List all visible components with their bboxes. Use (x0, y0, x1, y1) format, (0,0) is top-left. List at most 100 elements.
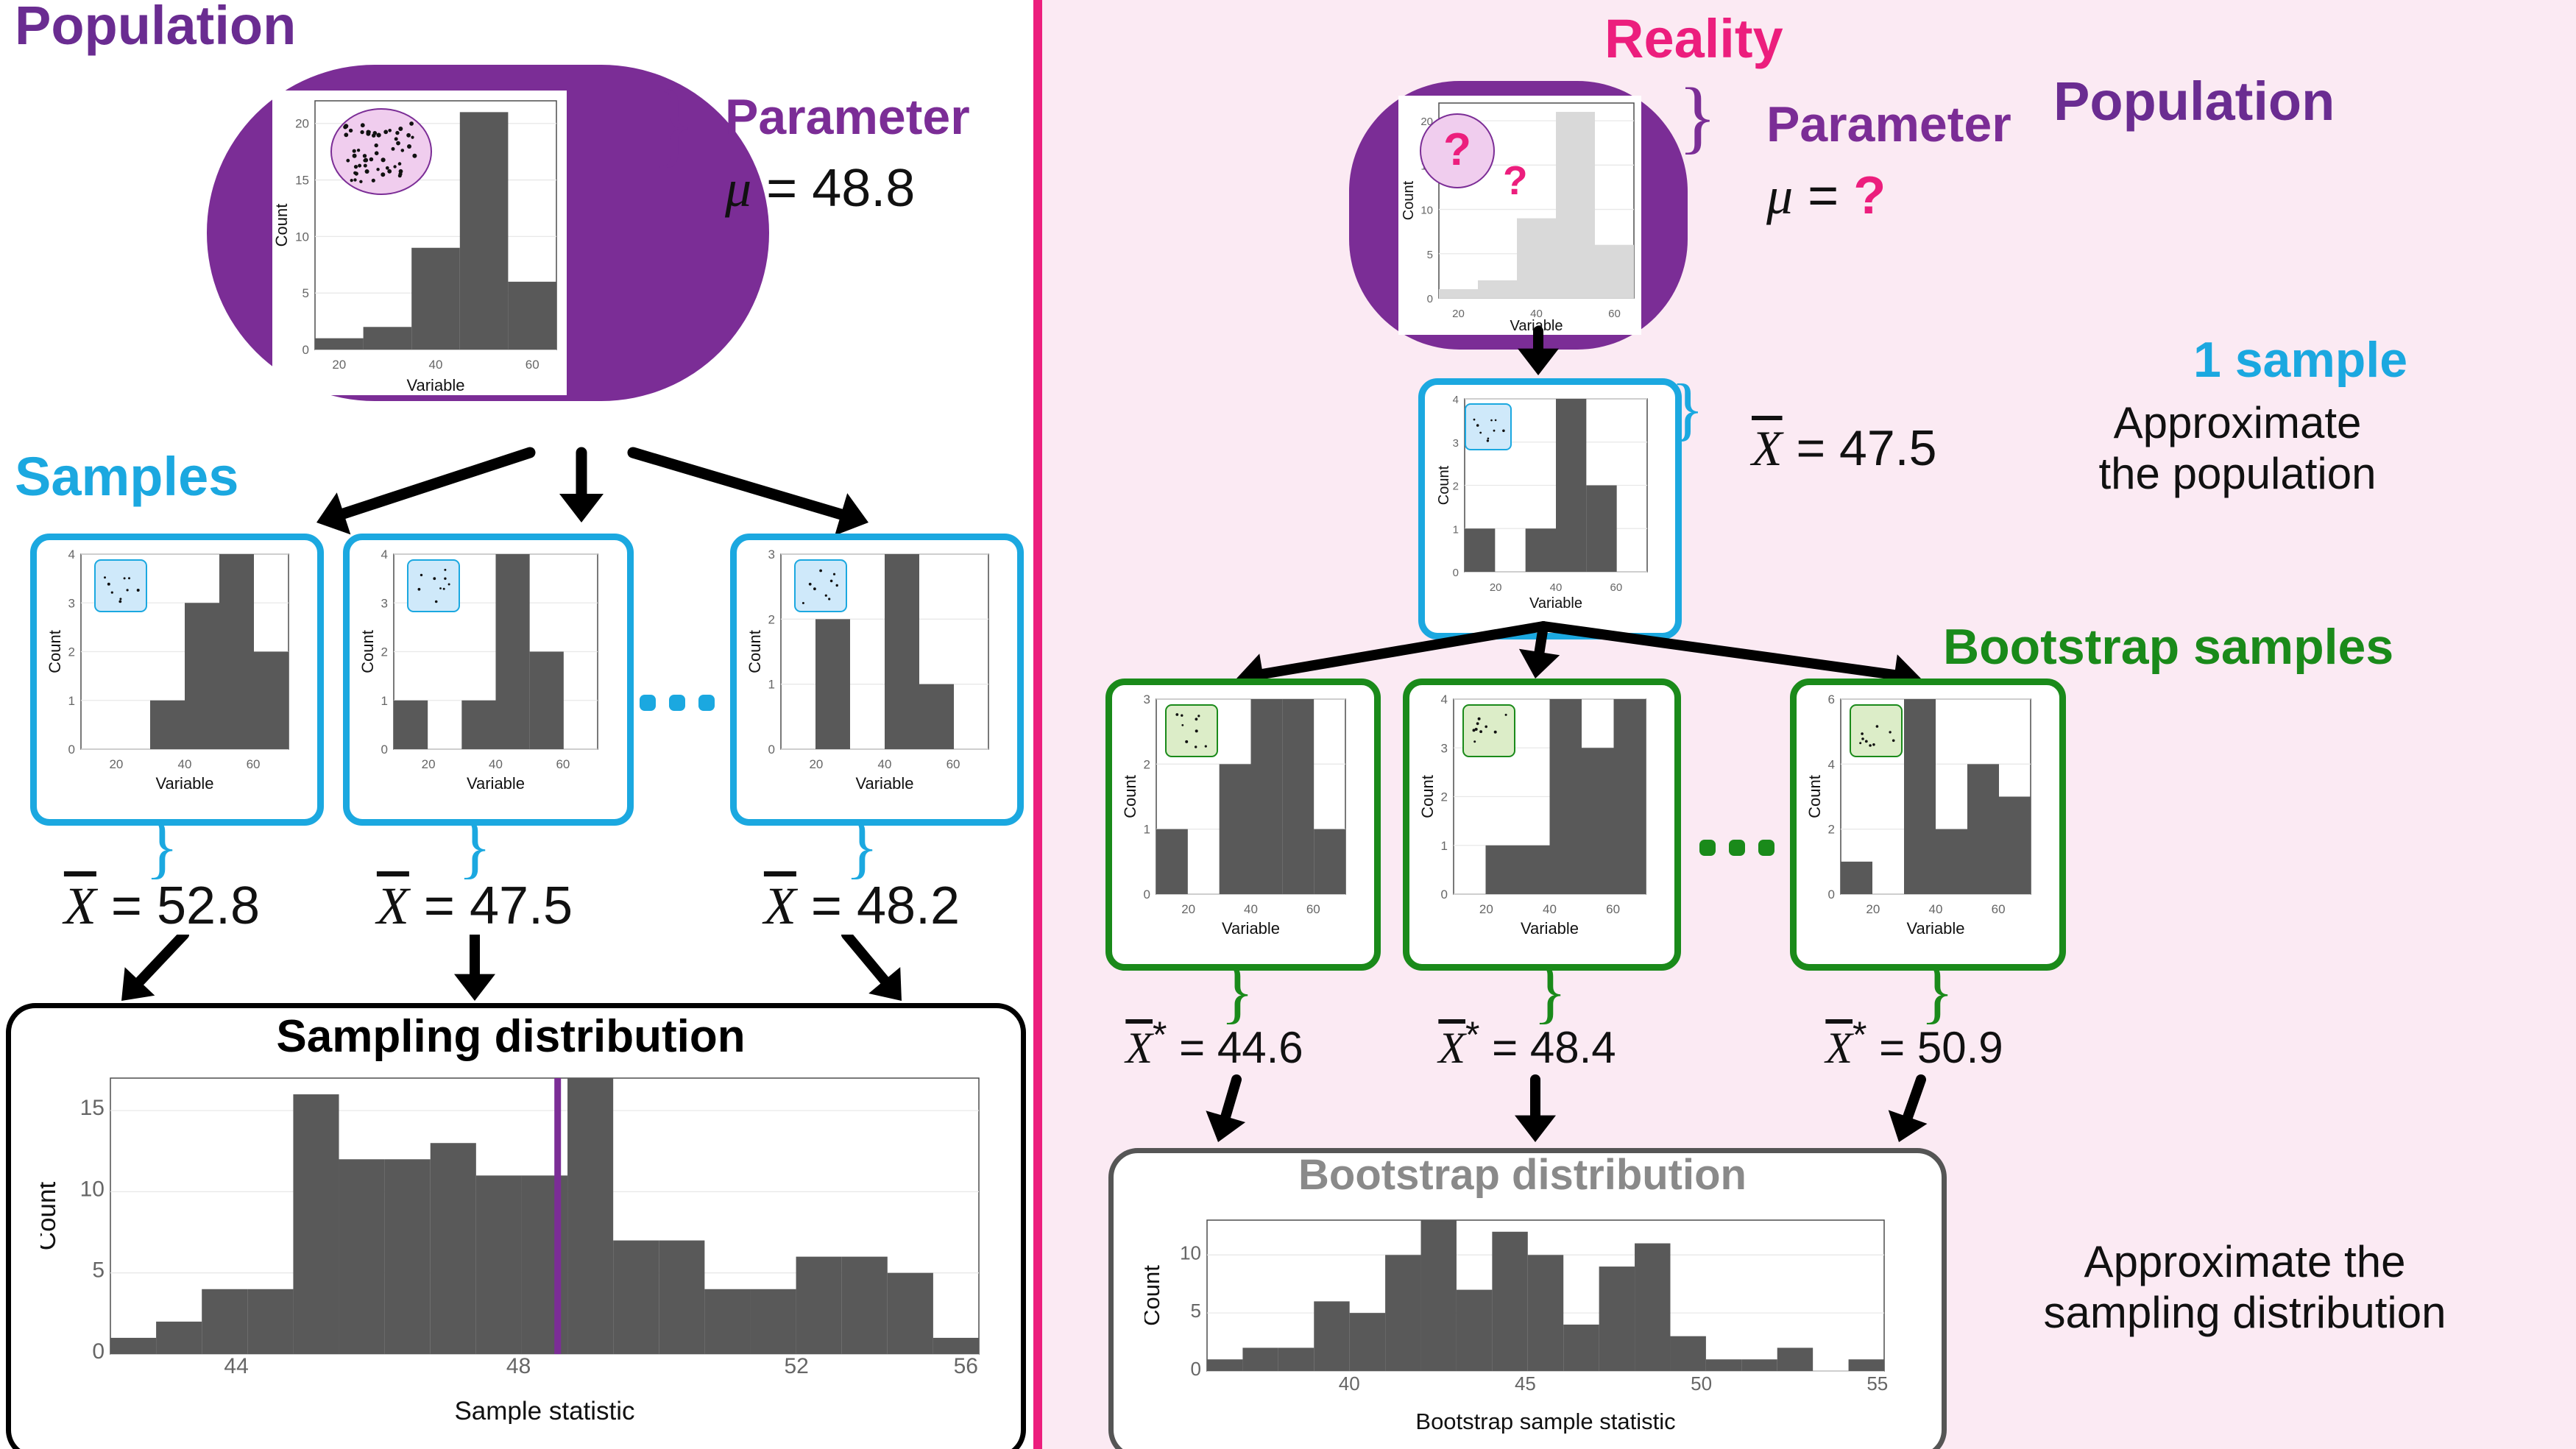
svg-text:2: 2 (381, 645, 388, 659)
svg-text:20: 20 (1866, 902, 1880, 916)
svg-text:1: 1 (1441, 839, 1448, 853)
svg-text:60: 60 (1608, 308, 1621, 320)
svg-text:40: 40 (1929, 902, 1943, 916)
svg-text:20: 20 (109, 757, 123, 771)
svg-text:3: 3 (1144, 692, 1150, 706)
svg-text:4: 4 (1441, 692, 1448, 706)
svg-text:0: 0 (302, 343, 309, 357)
svg-text:Count: Count (1805, 775, 1824, 818)
svg-text:0: 0 (1828, 888, 1835, 901)
svg-text:Count: Count (746, 630, 764, 673)
svg-text:2: 2 (1453, 481, 1459, 493)
svg-text:0: 0 (1144, 888, 1150, 901)
svg-text:2: 2 (1828, 823, 1835, 837)
svg-text:60: 60 (946, 757, 960, 771)
svg-text:1: 1 (1144, 823, 1150, 837)
svg-text:0: 0 (1191, 1358, 1201, 1380)
svg-text:2: 2 (1144, 757, 1150, 771)
svg-text:3: 3 (768, 548, 775, 561)
svg-text:Variable: Variable (1529, 595, 1582, 612)
svg-text:15: 15 (295, 174, 309, 188)
svg-text:Bootstrap sample statistic: Bootstrap sample statistic (1415, 1409, 1675, 1434)
svg-text:0: 0 (1453, 567, 1459, 579)
svg-text:Count: Count (1401, 180, 1417, 220)
svg-text:52: 52 (785, 1354, 809, 1378)
svg-text:1: 1 (381, 694, 388, 708)
svg-text:44: 44 (224, 1354, 248, 1378)
svg-text:40: 40 (1543, 902, 1557, 916)
svg-text:4: 4 (1453, 394, 1459, 406)
svg-text:Count: Count (1144, 1265, 1164, 1326)
svg-text:Count: Count (272, 204, 291, 247)
svg-text:2: 2 (1441, 790, 1448, 804)
svg-text:40: 40 (429, 358, 443, 372)
svg-text:60: 60 (1606, 902, 1620, 916)
svg-text:0: 0 (768, 743, 775, 757)
svg-text:Variable: Variable (855, 774, 913, 793)
svg-text:10: 10 (1180, 1241, 1201, 1264)
svg-text:20: 20 (1181, 902, 1195, 916)
svg-text:20: 20 (332, 358, 346, 372)
svg-text:Variable: Variable (155, 774, 213, 793)
svg-text:40: 40 (1550, 581, 1563, 594)
svg-text:60: 60 (1610, 581, 1622, 594)
svg-text:1: 1 (768, 678, 775, 692)
svg-text:20: 20 (809, 757, 823, 771)
svg-text:15: 15 (80, 1096, 105, 1120)
svg-text:20: 20 (1479, 902, 1493, 916)
svg-text:60: 60 (1306, 902, 1320, 916)
svg-text:0: 0 (381, 743, 388, 757)
svg-text:Sample statistic: Sample statistic (454, 1397, 634, 1424)
svg-text:20: 20 (1452, 308, 1465, 320)
svg-text:1: 1 (1453, 523, 1459, 536)
svg-text:56: 56 (954, 1354, 978, 1378)
svg-text:60: 60 (1992, 902, 2006, 916)
svg-text:Variable: Variable (406, 376, 464, 394)
svg-text:Count: Count (1418, 775, 1437, 818)
svg-text:40: 40 (489, 757, 503, 771)
svg-text:2: 2 (68, 645, 75, 659)
svg-text:0: 0 (92, 1339, 105, 1364)
svg-text:50: 50 (1691, 1372, 1712, 1395)
svg-text:5: 5 (92, 1258, 105, 1283)
svg-text:0: 0 (1427, 293, 1433, 305)
svg-text:3: 3 (381, 596, 388, 610)
svg-text:20: 20 (422, 757, 436, 771)
svg-text:40: 40 (178, 757, 192, 771)
svg-text:Count: Count (46, 630, 64, 673)
svg-text:45: 45 (1515, 1372, 1536, 1395)
svg-text:55: 55 (1866, 1372, 1888, 1395)
svg-text:6: 6 (1828, 692, 1835, 706)
svg-text:Variable: Variable (1521, 919, 1579, 938)
svg-text:3: 3 (1441, 741, 1448, 755)
svg-text:20: 20 (1490, 581, 1502, 594)
svg-text:10: 10 (295, 230, 309, 244)
svg-text:20: 20 (295, 117, 309, 131)
svg-text:60: 60 (247, 757, 261, 771)
svg-text:Count: Count (358, 630, 377, 673)
svg-text:0: 0 (1441, 888, 1448, 901)
svg-text:5: 5 (302, 286, 309, 300)
svg-text:5: 5 (1191, 1300, 1201, 1322)
svg-text:4: 4 (68, 548, 75, 561)
svg-text:40: 40 (878, 757, 892, 771)
svg-text:60: 60 (526, 358, 539, 372)
svg-text:4: 4 (1828, 757, 1835, 771)
svg-text:2: 2 (768, 612, 775, 626)
svg-text:10: 10 (1420, 205, 1433, 217)
svg-text:60: 60 (556, 757, 570, 771)
svg-text:Count: Count (1121, 775, 1139, 818)
svg-text:4: 4 (381, 548, 388, 561)
svg-text:Variable: Variable (1222, 919, 1280, 938)
svg-text:?: ? (1443, 124, 1471, 175)
svg-text:Variable: Variable (1906, 919, 1964, 938)
svg-text:3: 3 (1453, 437, 1459, 450)
svg-text:Variable: Variable (467, 774, 525, 793)
svg-text:5: 5 (1427, 249, 1433, 261)
svg-text:40: 40 (1244, 902, 1258, 916)
svg-text:3: 3 (68, 596, 75, 610)
svg-text:0: 0 (68, 743, 75, 757)
svg-text:40: 40 (1339, 1372, 1360, 1395)
svg-text:Count: Count (40, 1182, 61, 1251)
svg-text:48: 48 (506, 1354, 531, 1378)
